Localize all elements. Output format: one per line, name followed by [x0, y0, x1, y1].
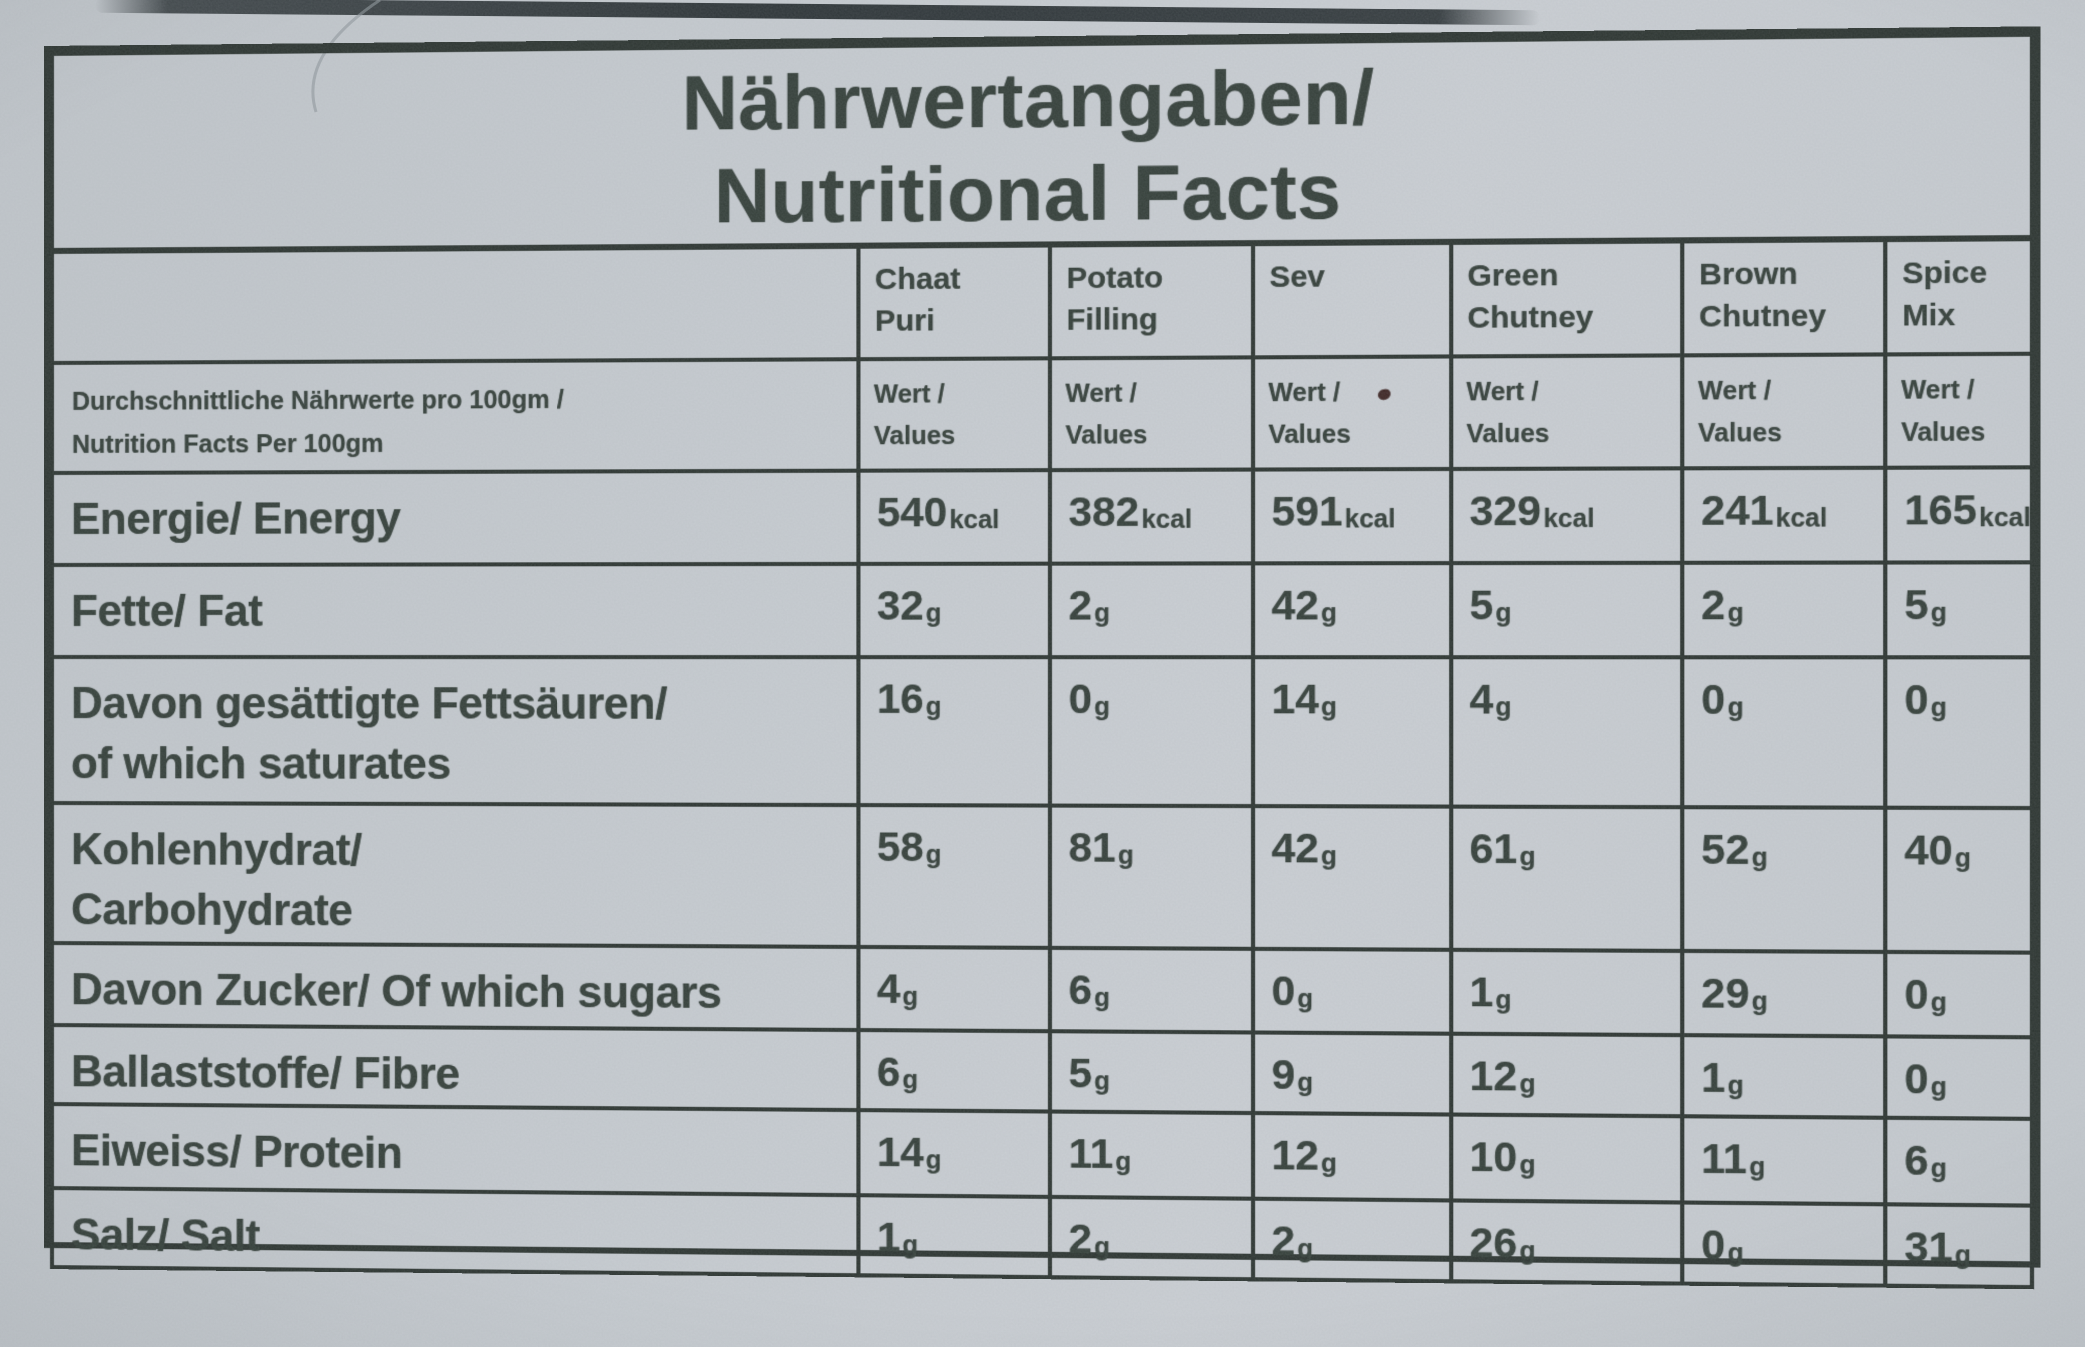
row-label: Kohlenhydrat/Carbohydrate — [51, 803, 859, 947]
value-cell: 4g — [1450, 657, 1683, 808]
value-cell: 0g — [1049, 657, 1253, 807]
value-cell: 29g — [1682, 950, 1886, 1037]
row-label: Davon gesättigte Fettsäuren/of which sat… — [51, 657, 859, 806]
value-cell: 0g — [1885, 657, 2032, 809]
table-row-fibre: Ballaststoffe/ Fibre 6g 5g 9g 12g 1g 0g — [51, 1025, 2032, 1119]
table-row-sugars: Davon Zucker/ Of which sugars 4g 6g 0g 1… — [51, 943, 2032, 1038]
value-cell: 5g — [1450, 562, 1683, 658]
value-cell: 2g — [1049, 563, 1253, 658]
value-cell: 2g — [1682, 562, 1886, 658]
value-cell: 165kcal — [1885, 467, 2032, 563]
value-cell: 81g — [1049, 805, 1253, 949]
title-row: Nährwertangaben/ Nutritional Facts — [51, 34, 2032, 251]
value-cell: 5g — [1049, 1031, 1253, 1114]
value-cell: 52g — [1682, 807, 1886, 952]
paper-edge-shadow — [94, 0, 1541, 26]
value-cell: 241kcal — [1682, 467, 1886, 563]
value-cell: 382kcal — [1049, 469, 1253, 564]
page-title: Nährwertangaben/ Nutritional Facts — [51, 34, 2032, 251]
value-cell: 61g — [1450, 806, 1683, 951]
value-cell: 12g — [1252, 1113, 1451, 1201]
value-cell: 0g — [1682, 1202, 1886, 1286]
value-cell: 42g — [1252, 806, 1451, 950]
row-label: Salz/ Salt — [51, 1188, 859, 1276]
value-cell: 11g — [1682, 1116, 1886, 1205]
wert-values-cell: Wert / Values — [1049, 357, 1253, 471]
row-label: Energie/ Energy — [51, 470, 859, 565]
column-header-brown-chutney: Brown Chutney — [1682, 239, 1886, 356]
column-header-row: Chaat Puri Potato Filling Sev Green Chutney… — [51, 238, 2032, 363]
value-cell: 6g — [1885, 1117, 2032, 1206]
row-label: Davon Zucker/ Of which sugars — [51, 943, 859, 1031]
row-label: Ballaststoffe/ Fibre — [51, 1025, 859, 1111]
value-cell: 58g — [858, 805, 1050, 948]
corner-cell — [51, 245, 859, 363]
value-cell: 0g — [1252, 948, 1451, 1034]
value-cell: 5g — [1885, 562, 2032, 658]
value-cell: 40g — [1885, 807, 2032, 953]
wert-values-cell: Wert / Values — [858, 358, 1050, 471]
per-100gm-label: Durchschnittliche Nährwerte pro 100gm / … — [51, 359, 859, 473]
wert-values-cell: Wert / Values — [1252, 356, 1451, 470]
wert-values-cell: Wert / Values — [1450, 355, 1683, 469]
table-row-fat: Fette/ Fat 32g 2g 42g 5g 2g 5g — [51, 562, 2032, 658]
wert-values-cell: Wert / Values — [1885, 353, 2032, 468]
value-cell: 12g — [1450, 1033, 1683, 1117]
value-cell: 1g — [1450, 949, 1683, 1036]
value-cell: 9g — [1252, 1032, 1451, 1115]
title-line-de: Nährwertangaben/ — [681, 54, 1375, 147]
value-cell: 6g — [858, 1030, 1050, 1112]
value-cell: 0g — [1885, 951, 2032, 1038]
row-label: Eiweiss/ Protein — [51, 1104, 859, 1196]
column-header-green-chutney: Green Chutney — [1450, 240, 1683, 357]
value-cell: 1g — [858, 1195, 1050, 1278]
value-cell: 14g — [858, 1110, 1050, 1197]
value-cell: 2g — [1252, 1198, 1451, 1282]
column-header-chaat-puri: Chaat Puri — [858, 244, 1050, 360]
nutrition-table: Nährwertangaben/ Nutritional Facts Chaat… — [50, 33, 2034, 1290]
per-100gm-row: Durchschnittliche Nährwerte pro 100gm / … — [51, 353, 2032, 473]
table-row-carbohydrate: Kohlenhydrat/Carbohydrate 58g 81g 42g 61… — [51, 803, 2032, 953]
table-row-energy: Energie/ Energy 540kcal 382kcal 591kcal … — [51, 467, 2032, 565]
column-header-spice-mix: Spice Mix — [1885, 238, 2032, 355]
title-line-en: Nutritional Facts — [713, 148, 1342, 240]
value-cell: 42g — [1252, 563, 1451, 658]
value-cell: 16g — [858, 657, 1050, 806]
column-header-sev: Sev — [1252, 241, 1451, 358]
table-row-salt: Salz/ Salt 1g 2g 2g 26g 0g 31g — [51, 1188, 2032, 1288]
value-cell: 0g — [1885, 1036, 2032, 1119]
value-cell: 26g — [1450, 1200, 1683, 1284]
value-cell: 591kcal — [1252, 468, 1451, 564]
value-cell: 2g — [1049, 1196, 1253, 1280]
row-label: Fette/ Fat — [51, 563, 859, 658]
wert-values-cell: Wert / Values — [1682, 354, 1886, 469]
column-header-potato-filling: Potato Filling — [1049, 243, 1253, 359]
nutrition-label: Nährwertangaben/ Nutritional Facts Chaat… — [44, 26, 2041, 1288]
value-cell: 11g — [1049, 1111, 1253, 1199]
value-cell: 540kcal — [858, 470, 1050, 564]
value-cell: 31g — [1885, 1204, 2032, 1288]
value-cell: 0g — [1682, 657, 1886, 808]
value-cell: 14g — [1252, 657, 1451, 807]
table-row-saturates: Davon gesättigte Fettsäuren/of which sat… — [51, 657, 2032, 809]
value-cell: 4g — [858, 946, 1050, 1032]
value-cell: 329kcal — [1450, 468, 1683, 564]
value-cell: 10g — [1450, 1114, 1683, 1203]
value-cell: 32g — [858, 563, 1050, 658]
value-cell: 1g — [1682, 1035, 1886, 1118]
value-cell: 6g — [1049, 947, 1253, 1033]
